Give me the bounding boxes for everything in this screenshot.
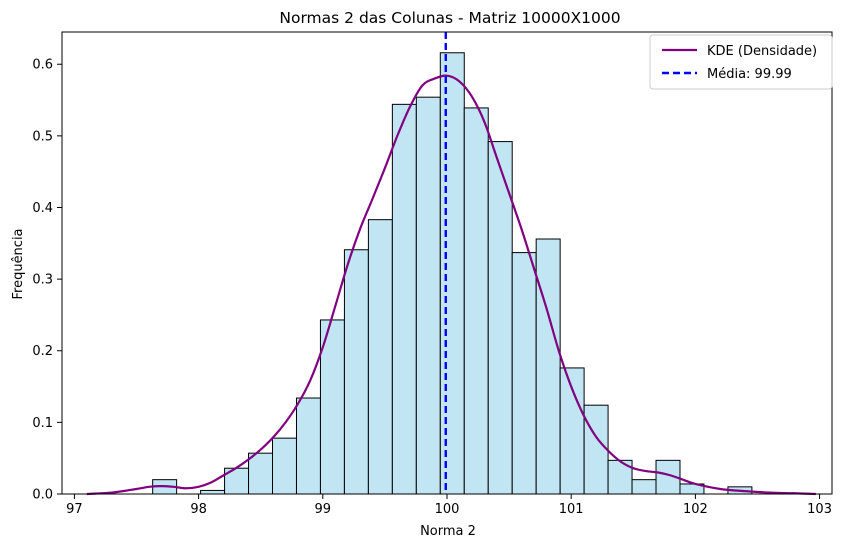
x-tick-label: 103 [807,502,832,517]
histogram-bar [415,96,441,495]
y-tick-label: 0.1 [32,416,53,431]
x-axis-ticks: 97 98 99 100 101 102 103 [66,494,832,517]
histogram-bar [367,219,393,495]
x-tick-label: 99 [315,502,332,517]
histogram-bar [200,489,226,495]
y-axis-label: Frequência [11,228,26,299]
x-tick-label: 98 [190,502,207,517]
histogram-bar [343,249,369,495]
y-tick-label: 0.2 [32,344,53,359]
legend-mean-label: Média: 99.99 [707,67,792,82]
x-tick-label: 100 [435,502,460,517]
y-tick-label: 0.6 [32,58,53,73]
legend-box [649,34,833,90]
kde-line [86,74,816,496]
histogram-bar [295,397,321,495]
histogram-bar [535,238,561,495]
x-tick-label: 101 [559,502,584,517]
y-axis-ticks: 0.0 0.1 0.2 0.3 0.4 0.5 0.6 [32,58,62,503]
histogram-bar [272,437,297,495]
y-tick-label: 0.0 [32,488,53,503]
legend-kde-label: KDE (Densidade) [707,44,817,59]
legend: KDE (Densidade) Média: 99.99 [649,34,833,90]
chart-title: Normas 2 das Colunas - Matriz 10000X1000 [279,9,620,27]
histogram-bars [152,52,753,495]
x-tick-label: 97 [66,502,83,517]
histogram-bar [631,479,657,495]
plot-area [61,31,833,496]
histogram-bar [583,404,609,495]
histogram-bar [248,452,274,495]
y-tick-label: 0.3 [32,273,53,288]
histogram-bar [463,107,489,495]
histogram-bar [439,52,465,495]
histogram-bar [391,103,417,495]
x-axis-label: Norma 2 [420,524,476,539]
histogram-bar [511,252,537,495]
x-tick-label: 102 [683,502,708,517]
y-tick-label: 0.5 [32,129,53,144]
y-tick-label: 0.4 [32,201,53,216]
